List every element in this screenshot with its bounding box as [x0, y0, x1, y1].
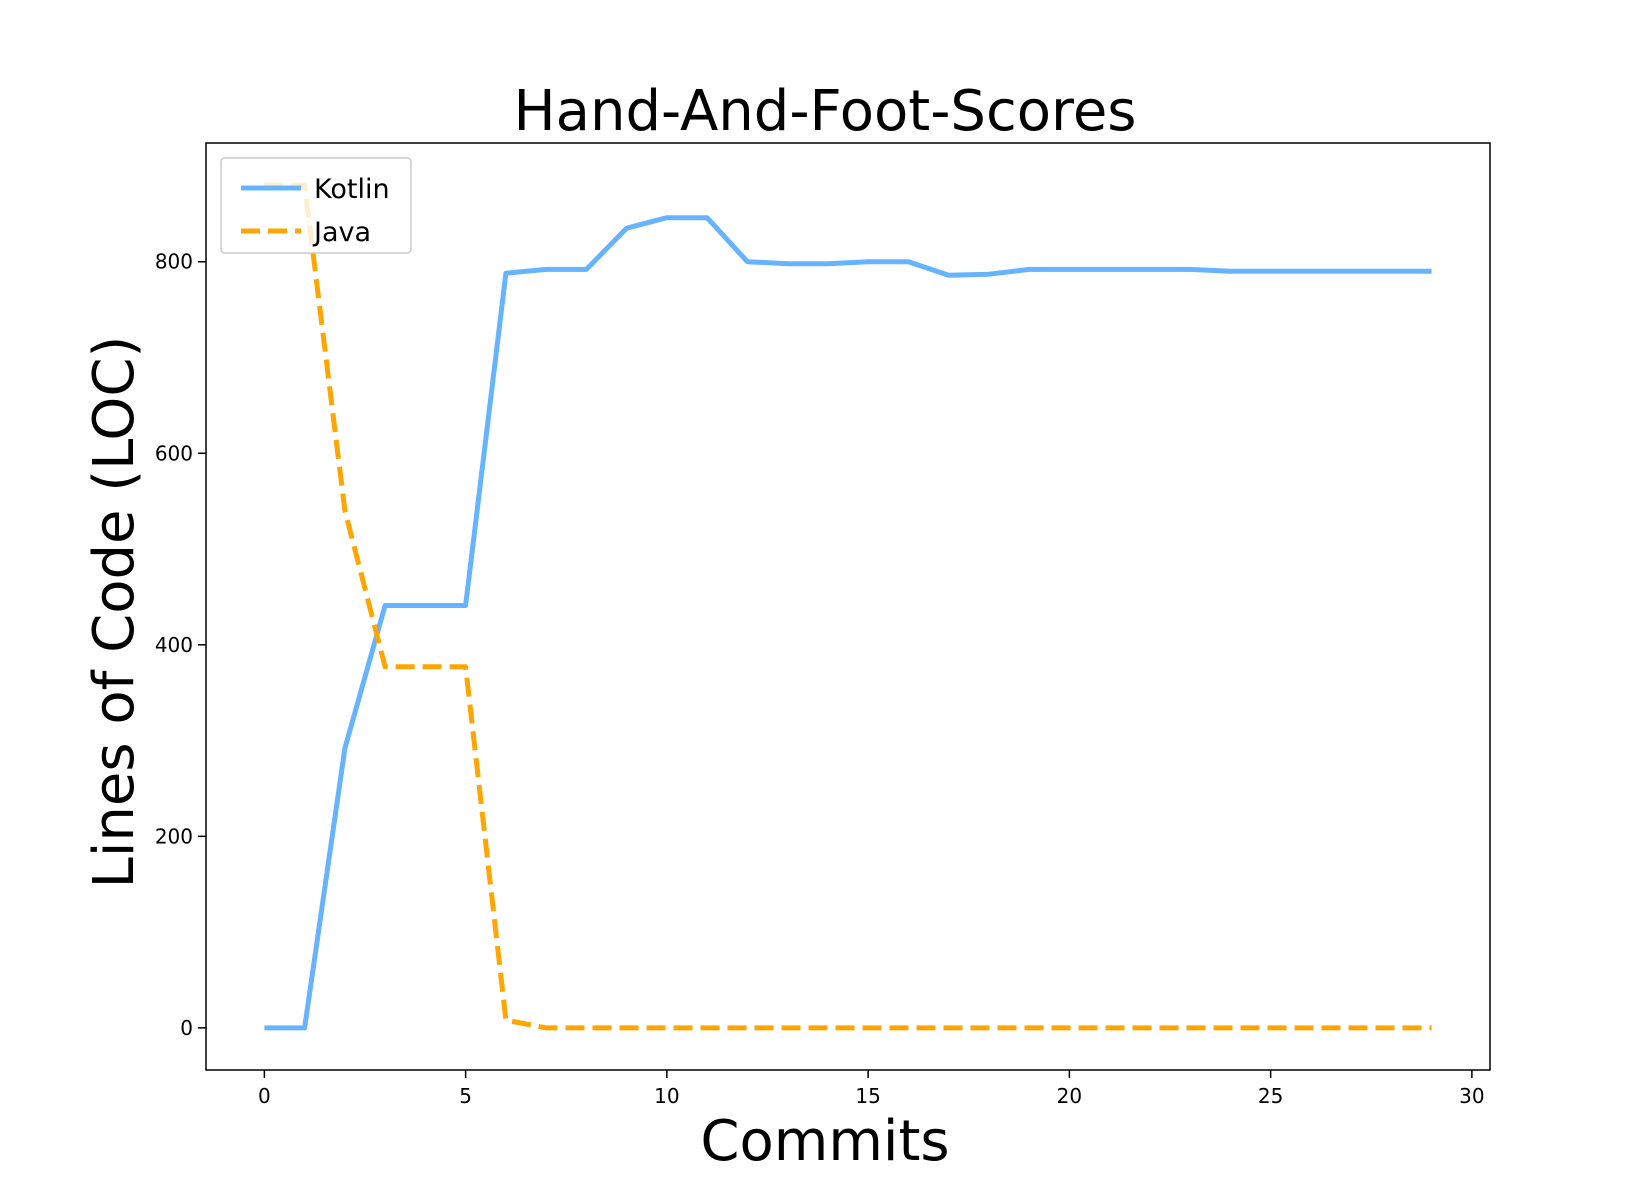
- x-tick-label: 15: [855, 1084, 880, 1108]
- x-tick-label: 5: [459, 1084, 472, 1108]
- x-tick-label: 25: [1258, 1084, 1283, 1108]
- x-axis-ticks: 0 5 10 15 20 25 30: [258, 1070, 1485, 1108]
- legend-label-java: Java: [312, 217, 371, 248]
- y-axis-ticks: 0 200 400 600 800: [155, 250, 206, 1040]
- y-tick-label: 800: [155, 250, 193, 274]
- y-tick-label: 400: [155, 633, 193, 657]
- series-line-kotlin: [264, 215, 1432, 1031]
- legend: Kotlin Java: [220, 157, 412, 254]
- plot-area-frame: [205, 142, 1491, 1071]
- x-axis-title: Commits: [700, 1109, 949, 1174]
- x-tick-label: 0: [258, 1084, 271, 1108]
- y-tick-label: 0: [180, 1016, 193, 1040]
- series-line-java: [264, 182, 1432, 1031]
- series-kotlin: [264, 215, 1432, 1031]
- y-tick-label: 600: [155, 441, 193, 465]
- chart-title: Hand-And-Foot-Scores: [514, 79, 1137, 144]
- legend-label-kotlin: Kotlin: [314, 174, 390, 205]
- y-axis-title: Lines of Code (LOC): [82, 336, 147, 889]
- x-tick-label: 30: [1459, 1084, 1484, 1108]
- x-tick-label: 20: [1057, 1084, 1082, 1108]
- series-layer: [264, 182, 1432, 1031]
- y-tick-label: 200: [155, 824, 193, 848]
- x-tick-label: 10: [654, 1084, 679, 1108]
